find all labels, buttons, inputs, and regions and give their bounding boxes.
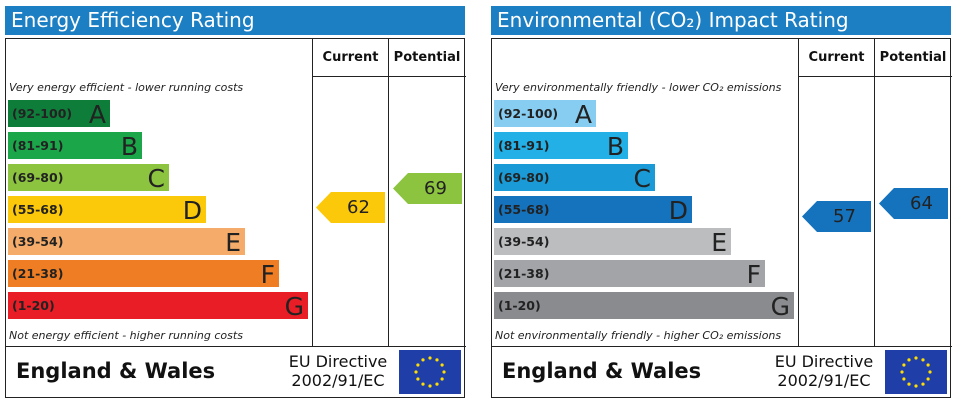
band-range: (81-91) [12, 138, 64, 153]
band-letter: B [606, 132, 624, 161]
band-letter: C [633, 164, 651, 193]
potential-arrow-shape [393, 173, 462, 204]
band-range: (1-20) [498, 298, 541, 313]
band-g: (1-20) G [8, 292, 308, 321]
top-note: Very environmentally friendly - lower CO… [495, 81, 782, 94]
band-letter: F [260, 260, 275, 289]
current-rating-value: 57 [833, 206, 856, 227]
band-range: (69-80) [12, 170, 64, 185]
potential-rating-arrow: 64 [879, 188, 948, 219]
top-note: Very energy efficient - lower running co… [9, 81, 244, 94]
band-e: (39-54) E [494, 228, 731, 257]
band-range: (21-38) [12, 266, 64, 281]
directive-line2: 2002/91/EC [777, 371, 871, 390]
potential-column-header: Potential [879, 50, 947, 65]
band-a: (92-100) A [494, 100, 596, 129]
band-range: (39-54) [12, 234, 64, 249]
band-f: (21-38) F [494, 260, 765, 289]
environmental-impact-panel: Environmental (CO₂) Impact Rating Curren… [491, 6, 952, 398]
current-rating-arrow: 57 [802, 201, 871, 232]
band-range: (92-100) [498, 106, 559, 121]
divider [798, 76, 952, 77]
divider [312, 76, 466, 77]
current-rating-arrow: 62 [316, 192, 385, 223]
current-rating-value: 62 [347, 197, 370, 218]
potential-rating-arrow: 69 [393, 173, 462, 204]
band-d: (55-68) D [494, 196, 692, 225]
rating-table: Current Potential Very environmentally f… [491, 38, 952, 398]
band-letter: C [147, 164, 165, 193]
current-column-header: Current [322, 50, 379, 65]
band-letter: A [88, 100, 106, 129]
band-letter: A [574, 100, 592, 129]
band-a: (92-100) A [8, 100, 110, 129]
band-letter: D [182, 196, 202, 225]
directive-line1: EU Directive [774, 352, 874, 371]
eu-directive: EU Directive 2002/91/EC [283, 352, 393, 390]
band-letter: D [668, 196, 688, 225]
eu-flag-icon [885, 350, 947, 394]
potential-rating-value: 69 [424, 178, 447, 199]
eu-flag-icon [399, 350, 461, 394]
current-arrow-shape [802, 201, 871, 232]
band-g: (1-20) G [494, 292, 794, 321]
current-arrow-shape [316, 192, 385, 223]
band-b: (81-91) B [8, 132, 142, 161]
divider [312, 39, 313, 347]
band-range: (69-80) [498, 170, 550, 185]
divider [798, 39, 799, 347]
band-letter: F [746, 260, 761, 289]
band-letter: E [711, 228, 727, 257]
band-range: (55-68) [12, 202, 64, 217]
band-range: (39-54) [498, 234, 550, 249]
divider [6, 346, 466, 347]
band-range: (92-100) [12, 106, 73, 121]
band-e: (39-54) E [8, 228, 245, 257]
band-range: (55-68) [498, 202, 550, 217]
country-label: England & Wales [16, 359, 216, 383]
directive-line2: 2002/91/EC [291, 371, 385, 390]
divider [492, 346, 952, 347]
bottom-note: Not environmentally friendly - higher CO… [495, 329, 782, 342]
directive-line1: EU Directive [288, 352, 388, 371]
country-label: England & Wales [502, 359, 702, 383]
panel-title: Energy Efficiency Rating [5, 6, 465, 35]
energy-efficiency-panel: Energy Efficiency Rating Current Potenti… [5, 6, 466, 398]
eu-directive: EU Directive 2002/91/EC [769, 352, 879, 390]
potential-column-header: Potential [393, 50, 461, 65]
band-letter: E [225, 228, 241, 257]
band-range: (21-38) [498, 266, 550, 281]
band-letter: B [120, 132, 138, 161]
band-b: (81-91) B [494, 132, 628, 161]
divider [874, 39, 875, 347]
band-letter: G [284, 292, 304, 321]
potential-arrow-shape [879, 188, 948, 219]
divider [388, 39, 389, 347]
band-range: (81-91) [498, 138, 550, 153]
band-c: (69-80) C [8, 164, 169, 193]
bottom-note: Not energy efficient - higher running co… [9, 329, 243, 342]
band-range: (1-20) [12, 298, 55, 313]
rating-table: Current Potential Very energy efficient … [5, 38, 466, 398]
current-column-header: Current [808, 50, 865, 65]
band-letter: G [770, 292, 790, 321]
band-f: (21-38) F [8, 260, 279, 289]
panel-title: Environmental (CO₂) Impact Rating [491, 6, 951, 35]
band-d: (55-68) D [8, 196, 206, 225]
band-c: (69-80) C [494, 164, 655, 193]
potential-rating-value: 64 [910, 193, 933, 214]
